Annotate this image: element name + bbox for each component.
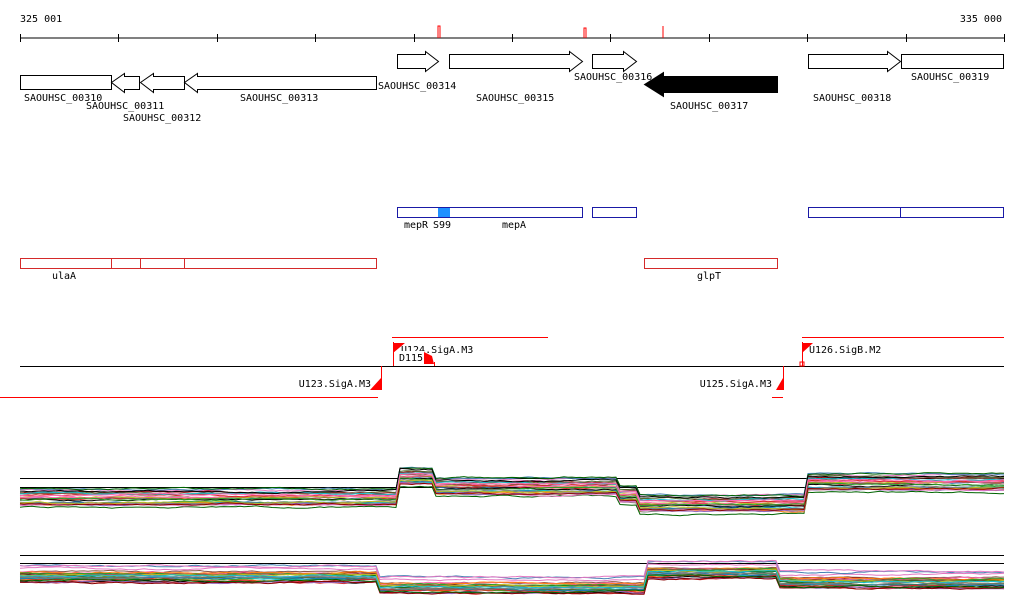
gene-label: SAOUHSC_00312 bbox=[123, 113, 201, 124]
gene-label: SAOUHSC_00318 bbox=[813, 93, 891, 104]
expression-profile-line bbox=[19, 485, 1005, 517]
promoter-flag bbox=[393, 343, 405, 353]
promoter-marker bbox=[799, 361, 805, 367]
gene-label: SAOUHSC_00313 bbox=[240, 93, 318, 104]
promoter-label: U124.SigA.M3 bbox=[401, 345, 473, 356]
promoter-label: U123.SigA.M3 bbox=[299, 379, 371, 390]
expression-profile-line bbox=[19, 467, 1005, 499]
gene-body[interactable] bbox=[20, 75, 112, 90]
gene-arrow[interactable] bbox=[592, 50, 638, 73]
gene-SAOUHSC_00313[interactable]: SAOUHSC_00313 bbox=[183, 72, 377, 105]
expression-panel-lower bbox=[19, 555, 1005, 595]
gene-arrow[interactable] bbox=[397, 50, 440, 73]
promoter-flag bbox=[802, 343, 813, 353]
expression-profile-line bbox=[19, 569, 1005, 588]
gene-SAOUHSC_00319[interactable]: SAOUHSC_00319 bbox=[901, 54, 1004, 84]
gene-arrow[interactable] bbox=[183, 72, 377, 94]
transcript-track: U124.SigA.M3 D115 U123.SigA.M3 U125.SigA… bbox=[0, 337, 1004, 398]
gene-label: SAOUHSC_00319 bbox=[911, 72, 989, 83]
expression-profile-line bbox=[19, 477, 1005, 507]
promoter-U125[interactable]: U125.SigA.M3 bbox=[700, 366, 784, 390]
ruler-red-markers bbox=[437, 25, 664, 38]
ruler-start-label: 325 001 bbox=[20, 14, 62, 25]
gene-arrow[interactable] bbox=[110, 72, 140, 94]
promoter-U123[interactable]: U123.SigA.M3 bbox=[299, 366, 382, 390]
expression-profile-line bbox=[19, 472, 1005, 503]
blue-feature-label: mepR bbox=[404, 220, 429, 231]
blue-feature-label: mepA bbox=[502, 220, 526, 231]
expression-panel-upper bbox=[19, 466, 1005, 517]
promoter-flag bbox=[424, 352, 434, 364]
expression-profile-line bbox=[19, 569, 1005, 589]
gene-arrow[interactable] bbox=[139, 72, 185, 94]
red-annotation-track: ulaA glpT bbox=[20, 258, 778, 282]
gene-SAOUHSC_00311[interactable]: SAOUHSC_00311 bbox=[86, 72, 164, 113]
expression-profile-line bbox=[19, 577, 1005, 595]
expression-profile-line bbox=[19, 574, 1005, 594]
blue-feature-box[interactable] bbox=[592, 207, 637, 218]
red-feature-box[interactable] bbox=[644, 258, 778, 269]
gene-SAOUHSC_00317[interactable]: SAOUHSC_00317 bbox=[643, 71, 778, 113]
red-feature-box[interactable] bbox=[20, 258, 377, 269]
promoter-label: D115 bbox=[399, 353, 423, 364]
gene-body[interactable] bbox=[901, 54, 1004, 69]
expression-profile-line bbox=[19, 467, 1005, 497]
gene-label: SAOUHSC_00317 bbox=[670, 101, 748, 112]
blue-feature-highlight[interactable] bbox=[438, 208, 450, 217]
ruler-ticks bbox=[20, 34, 1005, 42]
coordinate-ruler: 325 001 335 000 bbox=[20, 14, 1005, 42]
ruler-red-marker bbox=[583, 27, 587, 38]
blue-feature-label: S99 bbox=[433, 220, 451, 231]
expression-profile-line bbox=[19, 572, 1004, 590]
gene-arrow[interactable] bbox=[449, 50, 584, 73]
gene-SAOUHSC_00316[interactable]: SAOUHSC_00316 bbox=[574, 50, 652, 84]
gene-SAOUHSC_00310[interactable]: SAOUHSC_00310 bbox=[20, 75, 112, 105]
expression-profile-line bbox=[19, 559, 1005, 579]
gene-label: SAOUHSC_00310 bbox=[24, 93, 102, 104]
blue-feature-box[interactable] bbox=[808, 207, 1004, 218]
gene-arrow[interactable] bbox=[643, 71, 778, 98]
blue-feature-box[interactable] bbox=[397, 207, 583, 218]
gene-label: SAOUHSC_00315 bbox=[476, 93, 554, 104]
gene-arrow[interactable] bbox=[808, 50, 902, 73]
gene-SAOUHSC_00315[interactable]: SAOUHSC_00315 bbox=[449, 50, 584, 105]
promoter-U124[interactable]: U124.SigA.M3 bbox=[393, 342, 473, 366]
gene-track: SAOUHSC_00310 SAOUHSC_00311 SAOUHSC_0031… bbox=[20, 50, 1004, 124]
expression-profile-line bbox=[19, 466, 1005, 497]
blue-annotation-track: mepR S99 mepA bbox=[397, 207, 1004, 231]
gene-label: SAOUHSC_00311 bbox=[86, 101, 164, 112]
red-feature-label: ulaA bbox=[52, 271, 76, 282]
promoter-label-bg bbox=[398, 351, 424, 363]
promoter-label: U125.SigA.M3 bbox=[700, 379, 772, 390]
gene-label: SAOUHSC_00314 bbox=[378, 81, 456, 92]
promoter-flag bbox=[370, 378, 381, 390]
expression-profile-line bbox=[19, 572, 1005, 592]
promoter-D115[interactable]: D115 bbox=[398, 351, 435, 366]
ruler-end-label: 335 000 bbox=[960, 14, 1002, 25]
promoter-label: U126.SigB.M2 bbox=[809, 345, 881, 356]
promoter-U126[interactable]: U126.SigB.M2 bbox=[799, 342, 881, 367]
gene-SAOUHSC_00314[interactable]: SAOUHSC_00314 bbox=[378, 50, 456, 93]
expression-profile-line bbox=[19, 482, 1005, 512]
promoter-flag bbox=[776, 378, 783, 390]
expression-profile-line bbox=[19, 567, 1005, 585]
gene-SAOUHSC_00318[interactable]: SAOUHSC_00318 bbox=[808, 50, 902, 105]
red-feature-label: glpT bbox=[697, 271, 721, 282]
expression-profile-line bbox=[19, 479, 1005, 511]
ruler-red-marker bbox=[437, 25, 441, 38]
gene-label: SAOUHSC_00316 bbox=[574, 72, 652, 83]
